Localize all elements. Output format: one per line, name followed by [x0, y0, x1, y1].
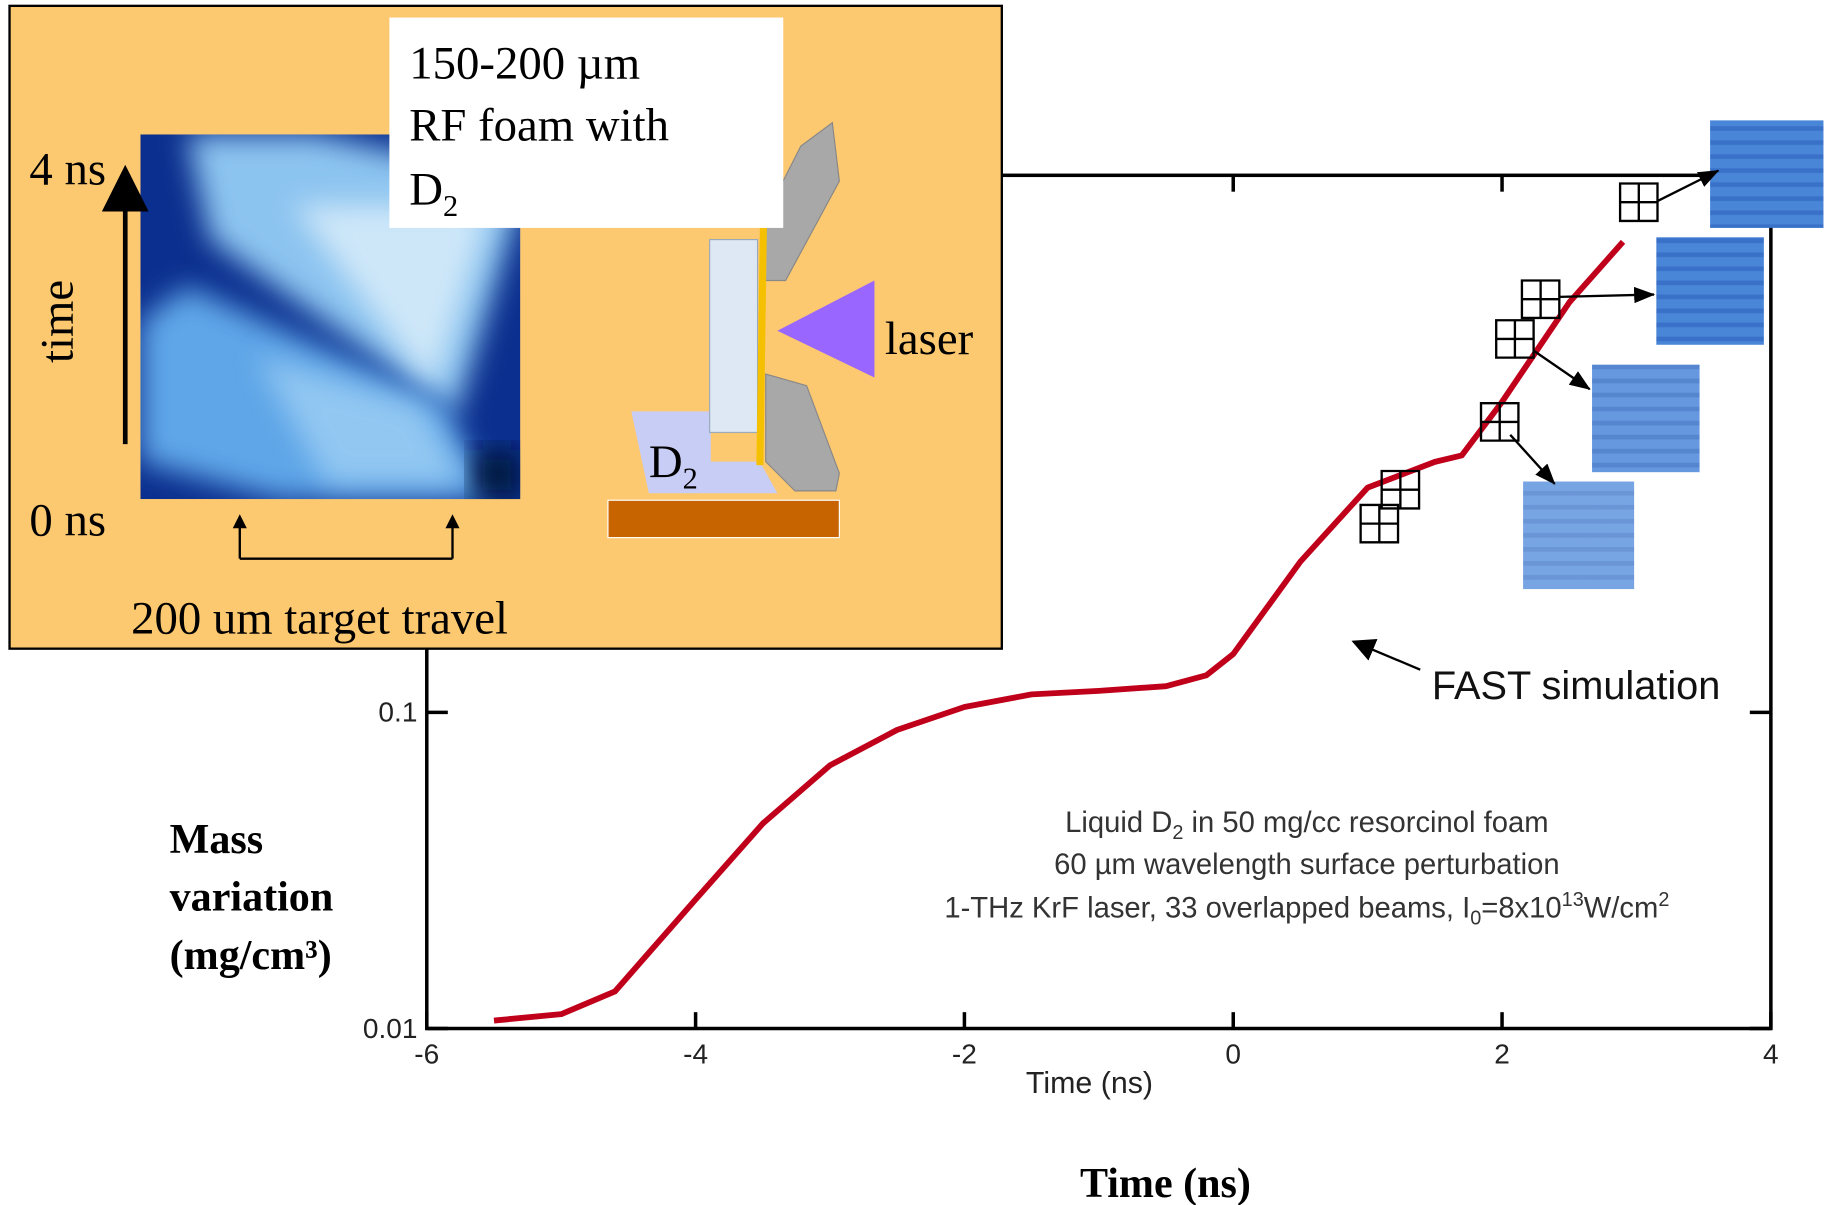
- y-tick-label: 0.1: [378, 697, 417, 728]
- x-tick-label: -2: [952, 1039, 977, 1070]
- foam-label: RF foam with: [409, 99, 669, 151]
- time-bottom: 0 ns: [29, 494, 106, 546]
- x-tick-label: 2: [1494, 1039, 1510, 1070]
- target-holder: [765, 373, 840, 492]
- inset: 4 ns 0 ns time 200 um target travel lase…: [8, 4, 1003, 650]
- label-box: [389, 17, 784, 228]
- grid-markers: [1359, 182, 1659, 544]
- annotation-arrow: [1351, 639, 1421, 671]
- y-axis-label: (mg/cm³): [170, 933, 332, 979]
- note-line: 1-THz KrF laser, 33 overlapped beams, I0…: [944, 889, 1669, 930]
- note-line: Liquid D2 in 50 mg/cc resorcinol foam: [1065, 807, 1548, 844]
- foam: [709, 239, 759, 434]
- laser-beam: [777, 280, 875, 378]
- foam-label: 150-200 µm: [409, 37, 640, 89]
- x-axis-label: Time (ns): [1026, 1066, 1153, 1100]
- thumbnail: [1523, 481, 1635, 590]
- x-tick-label: 0: [1225, 1039, 1241, 1070]
- x-tick-label: -6: [414, 1039, 439, 1070]
- travel-label: 200 um target travel: [131, 592, 508, 644]
- d2-label: D2: [649, 436, 698, 496]
- time-axis-label: time: [32, 280, 84, 363]
- thumbnail: [1710, 120, 1824, 228]
- travel-bracket: [238, 523, 454, 560]
- y-axis-label: variation: [170, 874, 334, 920]
- outer-x-axis-label: Time (ns): [1080, 1161, 1251, 1205]
- y-axis-label: Mass: [170, 817, 263, 863]
- x-tick-label: 4: [1763, 1039, 1779, 1070]
- data-line: [493, 239, 1626, 1024]
- laser-label: laser: [885, 313, 974, 365]
- d2-reservoir: [631, 411, 778, 494]
- thumbnail: [1592, 364, 1700, 473]
- annotation: FAST simulation: [1432, 664, 1720, 708]
- simulation-images: [1359, 120, 1824, 590]
- time-top: 4 ns: [29, 144, 106, 196]
- image-arrows: [1509, 169, 1720, 485]
- y-tick-label: 0.01: [363, 1013, 418, 1044]
- thumbnail: [1656, 237, 1764, 345]
- note-line: 60 µm wavelength surface perturbation: [1054, 849, 1559, 881]
- base: [607, 499, 840, 539]
- ablator: [756, 227, 767, 466]
- x-tick-label: -4: [683, 1039, 708, 1070]
- foam-label: D2: [409, 164, 458, 224]
